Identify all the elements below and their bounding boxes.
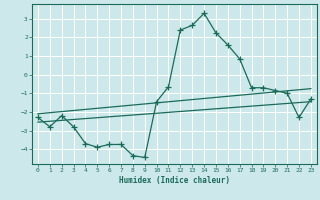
X-axis label: Humidex (Indice chaleur): Humidex (Indice chaleur) bbox=[119, 176, 230, 185]
